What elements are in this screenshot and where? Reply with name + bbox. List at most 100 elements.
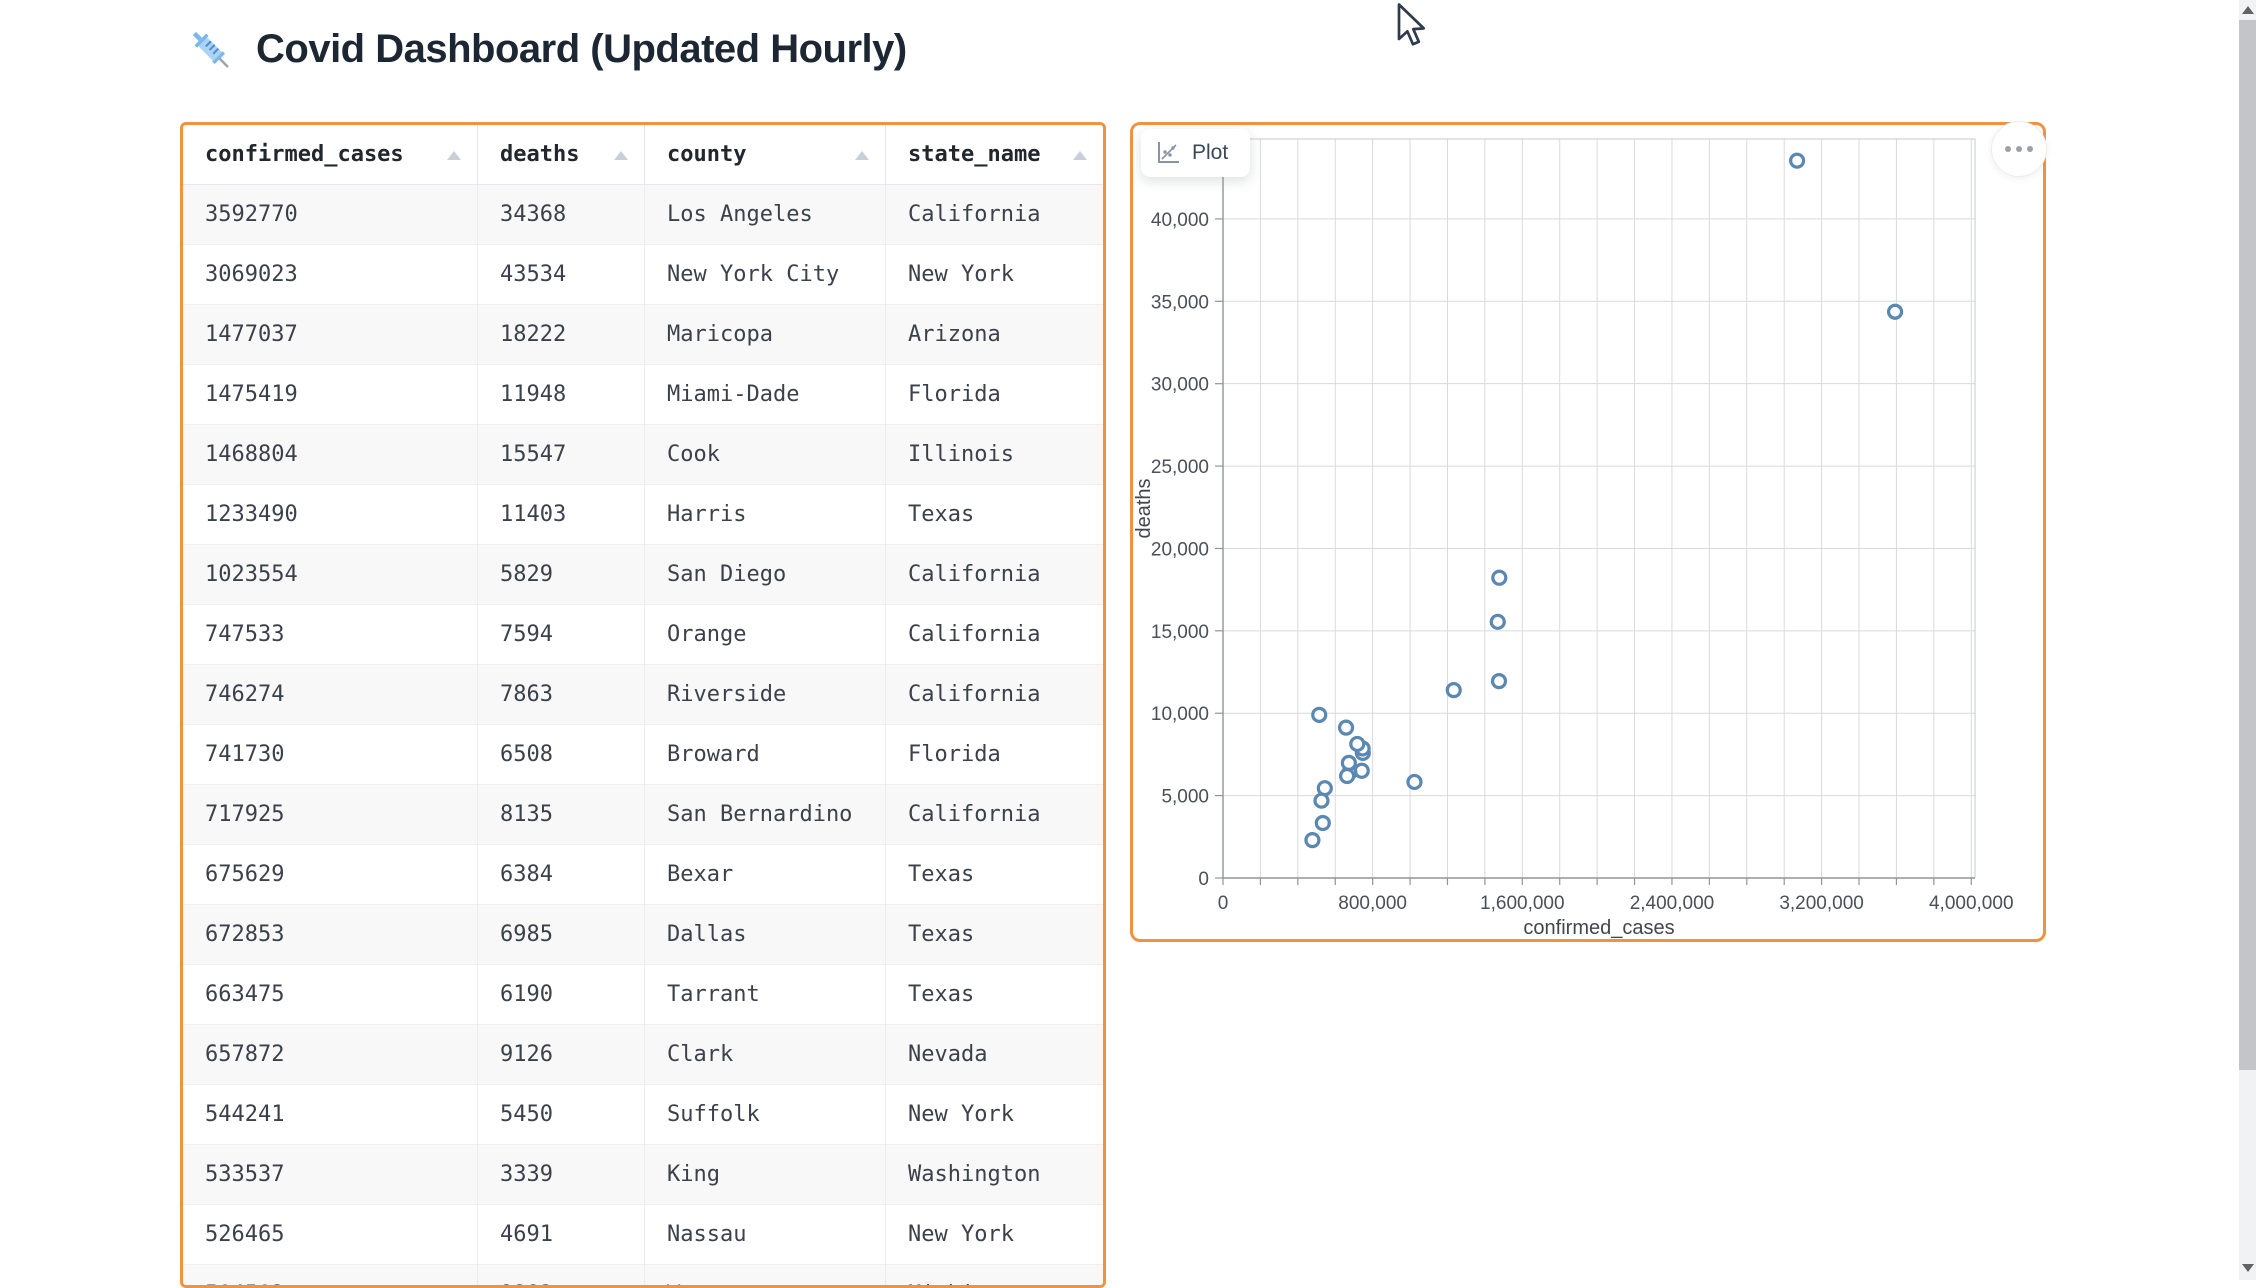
scatter-point[interactable] (1491, 569, 1508, 586)
table-row[interactable]: 3069023 43534 New York City New York (183, 245, 1103, 305)
y-tick-label: 40,000 (1151, 210, 1209, 231)
table-row[interactable]: 663475 6190 Tarrant Texas (183, 965, 1103, 1025)
cell-deaths: 6508 (478, 725, 645, 785)
column-header-label: deaths (500, 142, 580, 167)
cell-confirmed_cases: 3592770 (183, 185, 478, 245)
cell-confirmed_cases: 1468804 (183, 425, 478, 485)
scatter-point[interactable] (1490, 673, 1508, 690)
arrow-down-icon (2241, 1264, 2254, 1272)
scatter-point[interactable] (1314, 814, 1331, 832)
table-row[interactable]: 5145129902WayneMichigan (183, 1265, 1103, 1285)
cell-county: Orange (645, 605, 886, 665)
table-row[interactable]: 717925 8135 San Bernardino California (183, 785, 1103, 845)
scatter-point[interactable] (1304, 832, 1321, 849)
scatter-point[interactable] (1445, 682, 1462, 699)
cell-confirmed_cases: 657872 (183, 1025, 478, 1085)
scatter-point[interactable] (1349, 735, 1366, 753)
cell-county: Nassau (645, 1205, 886, 1265)
cell-deaths: 9126 (478, 1025, 645, 1085)
table-row[interactable]: 657872 9126 Clark Nevada (183, 1025, 1103, 1085)
plot-menu-button[interactable] (1991, 121, 2047, 177)
cell-deaths: 6384 (478, 845, 645, 905)
tab-plot[interactable]: Plot (1141, 129, 1251, 177)
scatter-chart: 0 800,000 1,600,000 2,400,000 3,200,000 4,000… (1133, 138, 2014, 939)
vertical-scrollbar[interactable] (2239, 0, 2256, 1280)
covid-data-table[interactable]: confirmed_cases deaths county state_name 35… (180, 122, 1106, 1288)
scatter-point[interactable] (1340, 754, 1357, 772)
cell-confirmed_cases: 1233490 (183, 485, 478, 545)
cell-county: San Bernardino (645, 785, 886, 845)
cell-confirmed_cases: 747533 (183, 605, 478, 665)
column-header-deaths[interactable]: deaths (478, 125, 645, 185)
cell-county: Tarrant (645, 965, 886, 1025)
cell-state_name: Texas (886, 965, 1103, 1025)
scatter-point[interactable] (1313, 792, 1330, 809)
table-row[interactable]: 526465 4691 Nassau New York (183, 1205, 1103, 1265)
y-tick-label: 20,000 (1151, 539, 1209, 560)
column-header-label: county (667, 142, 747, 167)
arrow-up-icon (2241, 6, 2254, 14)
table-row[interactable]: 1477037 18222 Maricopa Arizona (183, 305, 1103, 365)
scrollbar-thumb[interactable] (2239, 20, 2256, 1070)
cell-state_name: Texas (886, 845, 1103, 905)
cell-state_name: Illinois (886, 425, 1103, 485)
cell-deaths: 43534 (478, 245, 645, 305)
cell-deaths: 5829 (478, 545, 645, 605)
table-row[interactable]: 675629 6384 Bexar Texas (183, 845, 1103, 905)
cell-county: King (645, 1145, 886, 1205)
table-row[interactable]: 1233490 11403 Harris Texas (183, 485, 1103, 545)
scrollbar-down-button[interactable] (2239, 1258, 2256, 1278)
scatter-point[interactable] (1406, 773, 1423, 791)
scrollbar-up-button[interactable] (2239, 0, 2256, 20)
scatter-point[interactable] (1339, 767, 1356, 785)
cell-county: Dallas (645, 905, 886, 965)
scatter-points (1304, 152, 1904, 849)
scatter-point[interactable] (1886, 303, 1904, 320)
table-row[interactable]: 533537 3339 King Washington (183, 1145, 1103, 1205)
cell-deaths: 15547 (478, 425, 645, 485)
cell-state_name: New York (886, 245, 1103, 305)
plot-tab-label: Plot (1192, 141, 1229, 164)
cell-confirmed_cases: 533537 (183, 1145, 478, 1205)
scatter-point[interactable] (1337, 719, 1355, 736)
cell-state_name: New York (886, 1085, 1103, 1145)
table-row[interactable]: 1468804 15547 Cook Illinois (183, 425, 1103, 485)
cell-county: Miami-Dade (645, 365, 886, 425)
plot-panel: 0 800,000 1,600,000 2,400,000 3,200,000 4,000… (1130, 121, 2047, 942)
cell-confirmed_cases: 526465 (183, 1205, 478, 1265)
page-header: Covid Dashboard (Updated Hourly) (186, 24, 907, 74)
table-row[interactable]: 746274 7863 Riverside California (183, 665, 1103, 725)
column-header-county[interactable]: county (645, 125, 886, 185)
column-header-state_name[interactable]: state_name (886, 125, 1103, 185)
cell-county: Riverside (645, 665, 886, 725)
cell-state_name: California (886, 605, 1103, 665)
scatter-point[interactable] (1489, 613, 1506, 630)
table-row[interactable]: 672853 6985 Dallas Texas (183, 905, 1103, 965)
sort-ascending-icon (447, 150, 461, 160)
table-row[interactable]: 747533 7594 Orange California (183, 605, 1103, 665)
cell-state_name: Texas (886, 485, 1103, 545)
cell-deaths: 9902 (478, 1265, 645, 1285)
table-row[interactable]: 544241 5450 Suffolk New York (183, 1085, 1103, 1145)
y-axis-title: deaths (1133, 478, 1155, 538)
page-title: Covid Dashboard (Updated Hourly) (256, 26, 907, 71)
table-row[interactable]: 1475419 11948 Miami-Dade Florida (183, 365, 1103, 425)
scatter-point[interactable] (1311, 706, 1328, 723)
cell-deaths: 11403 (478, 485, 645, 545)
sort-ascending-icon (614, 150, 628, 160)
y-tick-label: 15,000 (1151, 622, 1209, 643)
scatter-chart-icon (1158, 142, 1179, 163)
table-row[interactable]: 1023554 5829 San Diego California (183, 545, 1103, 605)
cell-state_name: California (886, 545, 1103, 605)
table-row[interactable]: 741730 6508 Broward Florida (183, 725, 1103, 785)
y-tick-label: 25,000 (1151, 457, 1209, 478)
cell-state_name: Washington (886, 1145, 1103, 1205)
cell-confirmed_cases: 741730 (183, 725, 478, 785)
y-tick-label: 5,000 (1161, 787, 1209, 808)
cell-state_name: Arizona (886, 305, 1103, 365)
cell-state_name: California (886, 665, 1103, 725)
column-header-confirmed_cases[interactable]: confirmed_cases (183, 125, 478, 185)
table-row[interactable]: 3592770 34368 Los Angeles California (183, 185, 1103, 245)
scatter-point[interactable] (1789, 152, 1806, 169)
cell-state_name: California (886, 185, 1103, 245)
